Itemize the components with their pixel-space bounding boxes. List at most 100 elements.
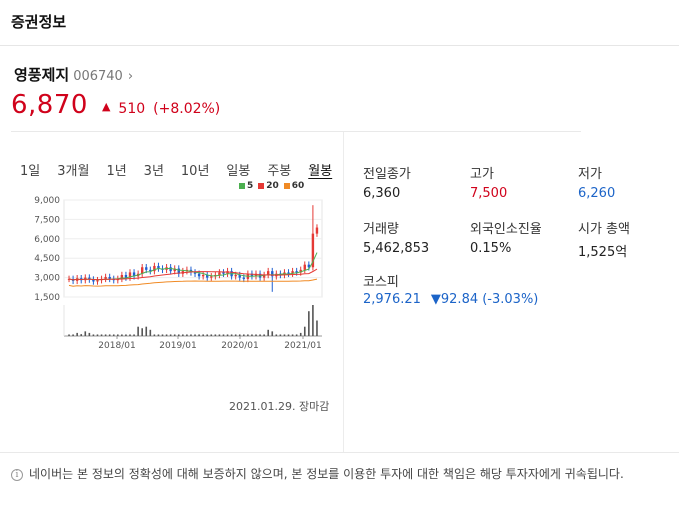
volume-bar — [145, 326, 148, 336]
volume-bar — [68, 334, 70, 336]
candle-body — [266, 271, 270, 276]
volume-bar — [263, 334, 265, 336]
candle-body — [262, 275, 266, 278]
volume-bar — [133, 334, 135, 336]
period-tabs: 1일 3개월 1년 3년 10년 일봉 주봉 월봉 — [20, 160, 349, 179]
volume-bar — [279, 334, 282, 336]
candle-body — [206, 275, 209, 278]
volume-bar — [149, 329, 152, 336]
volume-bar — [125, 334, 127, 336]
volume-bar — [137, 326, 139, 336]
volume-bar — [104, 334, 107, 336]
stock-chart[interactable]: 9,000 7,500 6,000 4,500 3,000 1,500 2018/01 201… — [20, 190, 330, 360]
candle-body — [132, 272, 136, 277]
candle-body — [234, 275, 237, 277]
candle-body — [140, 267, 144, 274]
kospi-value: 2,976.21 — [363, 292, 421, 307]
tab-3m[interactable]: 3개월 — [57, 164, 90, 179]
candle-body — [169, 267, 172, 272]
tab-daily[interactable]: 일봉 — [226, 164, 251, 179]
candle-body — [311, 233, 315, 268]
volume-bar — [206, 334, 209, 336]
volume-bar — [202, 334, 204, 336]
volume-bar — [287, 334, 290, 336]
tab-3y[interactable]: 3년 — [143, 164, 164, 179]
disclaimer-text: 네이버는 본 정보의 정확성에 대해 보증하지 않으며, 본 정보를 이용한 투… — [29, 467, 624, 481]
stat-value: 5,462,853 — [363, 241, 430, 256]
candle-body — [177, 268, 180, 274]
tab-weekly[interactable]: 주봉 — [267, 164, 292, 179]
candle-body — [153, 265, 156, 272]
candle-body — [291, 271, 294, 274]
tab-monthly[interactable]: 월봉 — [308, 164, 333, 179]
volume-bar — [247, 334, 249, 336]
volume-bar — [267, 329, 269, 336]
stat-label: 거래량 — [363, 222, 399, 237]
candle-body — [193, 272, 197, 274]
volume-bar — [141, 328, 143, 336]
moving-average-line — [68, 268, 318, 281]
candle-body — [303, 264, 306, 270]
candle-body — [315, 227, 319, 234]
market-close-note: 2021.01.29. 장마감 — [229, 400, 330, 413]
candle-body — [157, 265, 160, 269]
volume-bar — [214, 334, 217, 336]
volume-bar — [283, 334, 286, 336]
volume-bar — [186, 334, 188, 336]
divider — [0, 452, 679, 453]
stat-market-cap: 시가 총액 1,525억 — [578, 218, 630, 260]
kospi-change: ▼92.84 (-3.03%) — [430, 292, 539, 307]
legend-swatch — [239, 183, 245, 189]
stock-name[interactable]: 영풍제지 — [14, 66, 70, 84]
section-title: 증권정보 — [11, 13, 67, 31]
stat-label: 고가 — [470, 167, 494, 182]
volume-bar — [161, 334, 164, 336]
stat-label: 전일종가 — [363, 167, 411, 182]
legend-swatch — [283, 183, 290, 189]
volume-bar — [76, 332, 78, 336]
candle-body — [92, 279, 95, 282]
candle-body — [108, 276, 111, 279]
tab-1d[interactable]: 1일 — [20, 164, 41, 179]
legend-ma60: 60 — [283, 181, 304, 191]
volume-bar — [121, 334, 123, 336]
candle-body — [124, 275, 128, 278]
tab-10y[interactable]: 10년 — [180, 164, 210, 179]
volume-bar — [259, 334, 261, 336]
stock-code[interactable]: 006740 — [73, 69, 123, 84]
up-triangle-icon: ▲ — [101, 100, 111, 113]
volume-bar — [299, 332, 302, 336]
volume-bar — [72, 334, 74, 336]
volume-bar — [165, 334, 168, 336]
volume-bar — [222, 334, 225, 336]
x-tick-label: 2019/01 — [159, 341, 196, 351]
legend-ma5: 5 — [239, 181, 253, 191]
stat-value: 1,525억 — [578, 245, 628, 260]
vertical-divider — [343, 132, 344, 452]
candle-body — [128, 272, 132, 278]
price-change-rate: (+8.02%) — [153, 101, 221, 117]
tab-1y[interactable]: 1년 — [106, 164, 127, 179]
chevron-right-icon[interactable]: › — [127, 69, 134, 84]
volume-bar — [218, 334, 221, 336]
volume-bar — [84, 331, 87, 336]
volume-bar — [255, 334, 257, 336]
stock-link[interactable]: 영풍제지 006740 › — [14, 64, 133, 85]
volume-bar — [251, 334, 253, 336]
candle-body — [201, 275, 205, 277]
volume-bar — [129, 334, 131, 336]
volume-bar — [92, 334, 95, 336]
stat-prev-close: 전일종가 6,360 — [363, 163, 411, 201]
candle-body — [88, 277, 91, 280]
volume-bar — [117, 334, 119, 336]
volume-bar — [80, 334, 83, 336]
candle-body — [287, 272, 290, 274]
price-row: 6,870 ▲ 510 (+8.02%) — [11, 90, 220, 120]
volume-bar — [238, 334, 241, 336]
legend-label: 20 — [266, 181, 279, 191]
volume-bar — [177, 334, 180, 336]
candle-body — [242, 277, 246, 279]
stat-value: 6,260 — [578, 186, 616, 201]
volume-bar — [226, 334, 229, 336]
volume-bar — [234, 334, 237, 336]
